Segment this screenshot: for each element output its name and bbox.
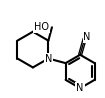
Text: N: N (76, 83, 84, 93)
Text: N: N (83, 32, 91, 42)
Text: N: N (45, 54, 52, 64)
Text: HO: HO (34, 22, 49, 32)
